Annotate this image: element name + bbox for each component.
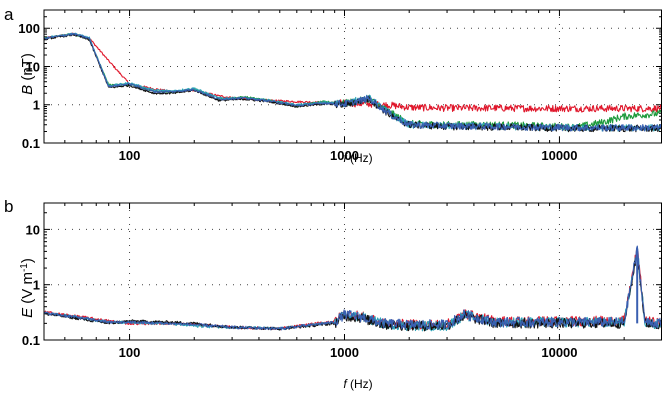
y-axis-label-b-unit-pre: (V m [19, 272, 36, 308]
y-tick-label-a-3: 100 [18, 21, 40, 36]
x-axis-label-b-unit: (Hz) [347, 377, 373, 391]
y-tick-label-a-0: 0.1 [22, 136, 40, 151]
x-tick-label-b-2: 10000 [541, 345, 577, 360]
series-line-b-3 [43, 245, 662, 331]
x-tick-label-a-1: 1000 [330, 148, 359, 163]
y-tick-label-b-0: 0.1 [22, 333, 40, 348]
x-axis-label-a: f (Hz) [343, 151, 372, 165]
y-axis-label-a-main: B [19, 85, 36, 95]
x-tick-label-b-1: 1000 [330, 345, 359, 360]
y-tick-label-a-1: 1 [33, 98, 40, 113]
x-tick-label-b-0: 100 [119, 345, 141, 360]
axes-frame-a [43, 9, 662, 144]
panel-a-plot: 100 1000 10000 0.1 1 10 100 [18, 9, 662, 163]
y-axis-label-b: E (V m-1) [19, 258, 37, 318]
x-tick-label-a-2: 10000 [541, 148, 577, 163]
series-line-a-3 [43, 33, 662, 133]
panel-label-a: a [4, 5, 14, 24]
y-tick-label-a-2: 10 [26, 59, 40, 74]
y-axis-label-b-unit-sup: -1 [19, 263, 30, 272]
x-tick-label-a-0: 100 [119, 148, 141, 163]
x-axis-label-a-unit: (Hz) [347, 151, 373, 165]
y-axis-label-a: B (nT) [19, 53, 36, 95]
x-axis-label-a-main: f [343, 151, 348, 165]
series-line-a-1 [43, 33, 662, 131]
x-axis-label-b: f (Hz) [343, 377, 372, 391]
panel-b-plot: 100 1000 10000 0.1 1 10 [22, 202, 662, 360]
y-axis-label-a-unit: (nT) [19, 53, 36, 85]
x-axis-label-b-main: f [343, 377, 348, 391]
y-tick-label-b-2: 10 [26, 222, 40, 237]
y-axis-label-b-unit-post: ) [19, 258, 36, 263]
series-line-a-4 [43, 32, 662, 132]
panel-label-b: b [4, 197, 13, 216]
y-axis-label-b-main: E [19, 307, 36, 318]
series-line-a-2 [44, 32, 662, 132]
y-tick-label-b-1: 1 [33, 278, 40, 293]
